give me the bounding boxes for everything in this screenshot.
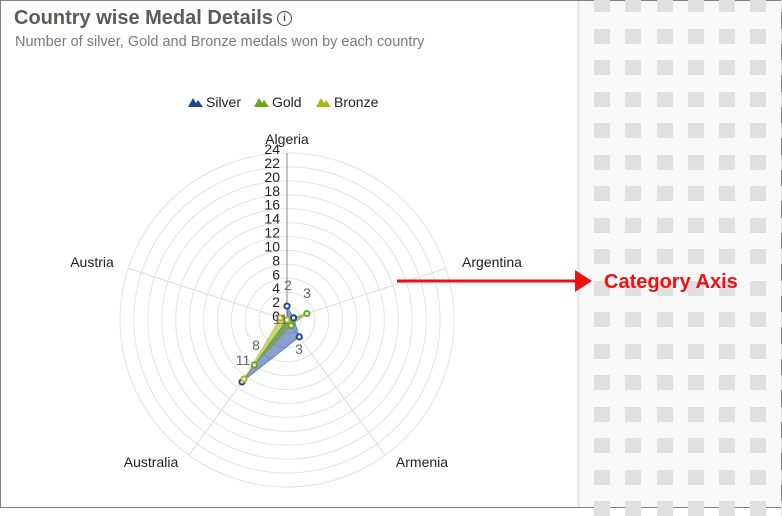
category-label-algeria: Algeria <box>265 131 309 147</box>
category-label-australia: Australia <box>124 454 179 470</box>
grid-spoke <box>286 267 446 321</box>
value-tick: 10 <box>264 238 280 254</box>
data-label: 3 <box>295 341 303 357</box>
legend-gold-label[interactable]: Gold <box>272 94 302 110</box>
annotation-label: Category Axis <box>604 271 738 293</box>
data-marker-silver[interactable] <box>290 314 298 322</box>
legend-gold-icon[interactable] <box>254 98 269 107</box>
legend-bronze-label[interactable]: Bronze <box>334 94 379 110</box>
category-label-austria: Austria <box>70 254 114 270</box>
data-label: 11 <box>236 352 251 368</box>
category-axis-annotation: Category Axis <box>397 270 738 293</box>
value-tick: 4 <box>272 280 280 296</box>
data-label: 3 <box>303 285 311 301</box>
data-label: 1 <box>280 311 288 327</box>
category-label-argentina: Argentina <box>462 254 522 270</box>
legend-silver-label[interactable]: Silver <box>206 94 241 110</box>
data-label: 1 <box>273 311 281 327</box>
data-marker-silver[interactable] <box>295 333 303 341</box>
value-tick: 2 <box>272 294 280 310</box>
value-tick: 6 <box>272 266 280 282</box>
value-tick: 14 <box>264 211 280 227</box>
data-marker-gold[interactable] <box>287 322 295 330</box>
chart-legend: Silver Gold Bronze <box>188 94 379 110</box>
value-tick: 12 <box>264 225 280 241</box>
value-tick: 18 <box>264 183 280 199</box>
data-marker-gold[interactable] <box>250 361 258 369</box>
chart-title: Country wise Medal Details i <box>14 7 292 30</box>
value-tick: 22 <box>264 155 280 171</box>
data-label: 8 <box>252 337 260 353</box>
arrow-head-icon <box>575 270 592 292</box>
value-tick: 16 <box>264 197 280 213</box>
value-tick: 8 <box>272 252 280 268</box>
side-pattern-panel <box>577 0 782 516</box>
legend-silver-icon[interactable] <box>188 98 203 107</box>
data-marker-bronze[interactable] <box>276 314 284 322</box>
category-label-armenia: Armenia <box>396 454 448 470</box>
data-marker-bronze[interactable] <box>283 316 291 324</box>
chart-card: Country wise Medal Details i Number of si… <box>1 1 577 507</box>
chart-title-text: Country wise Medal Details <box>14 7 273 29</box>
data-marker-gold[interactable] <box>303 309 311 318</box>
info-circle-icon[interactable]: i <box>276 11 292 26</box>
grid-spoke <box>286 319 386 456</box>
chart-subtitle: Number of silver, Gold and Bronze medals… <box>15 34 425 50</box>
grid-spoke <box>128 267 288 321</box>
value-tick: 20 <box>264 169 280 185</box>
radar-grid <box>119 152 455 488</box>
legend-bronze-icon[interactable] <box>316 98 331 107</box>
data-marker-bronze[interactable] <box>240 375 248 383</box>
data-label: 2 <box>284 277 292 293</box>
value-tick: 24 <box>264 141 280 157</box>
data-marker-silver[interactable] <box>283 302 291 310</box>
value-tick: 0 <box>272 308 280 324</box>
